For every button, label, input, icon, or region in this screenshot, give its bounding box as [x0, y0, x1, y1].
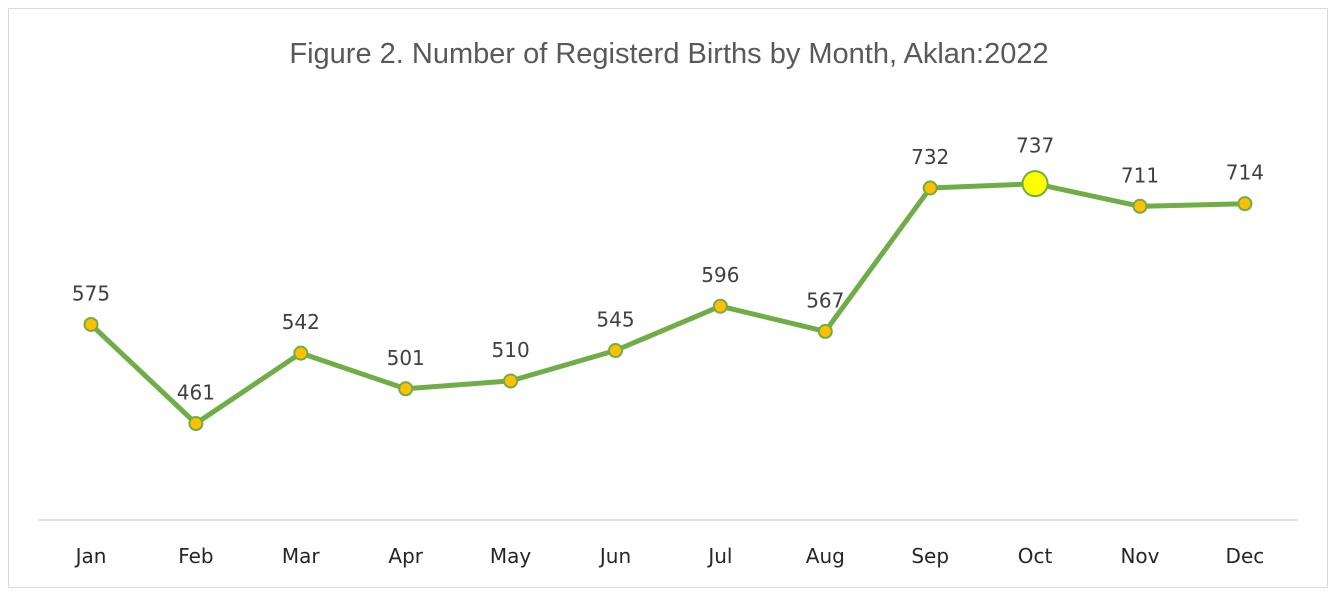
- data-point-jul: [712, 298, 728, 314]
- x-tick-label-jun: Jun: [598, 544, 631, 568]
- x-tick-label-sep: Sep: [911, 544, 949, 568]
- chart-title: Figure 2. Number of Registerd Births by …: [289, 38, 1049, 70]
- data-label-mar: 542: [282, 310, 320, 334]
- data-point-feb: [188, 416, 204, 432]
- chart-frame: [8, 8, 1328, 588]
- data-point-dec: [1237, 196, 1253, 212]
- data-label-aug: 567: [806, 288, 844, 312]
- data-label-feb: 461: [177, 381, 215, 405]
- x-tick-label-mar: Mar: [282, 544, 321, 568]
- x-tick-label-jul: Jul: [706, 544, 732, 568]
- x-tick-label-may: May: [490, 544, 532, 568]
- x-tick-label-jan: Jan: [74, 544, 107, 568]
- data-point-oct: [1021, 170, 1049, 198]
- data-point-sep: [922, 180, 938, 196]
- data-point-nov: [1132, 198, 1148, 214]
- data-label-jan: 575: [72, 281, 110, 305]
- data-label-apr: 501: [387, 346, 425, 370]
- data-label-jul: 596: [701, 263, 739, 287]
- data-label-sep: 732: [911, 145, 949, 169]
- series-line: [88, 181, 1248, 426]
- x-tick-label-aug: Aug: [806, 544, 845, 568]
- data-point-jun: [608, 343, 623, 359]
- data-point-jan: [83, 316, 99, 332]
- x-tick-label-feb: Feb: [178, 544, 213, 568]
- x-tick-label-apr: Apr: [388, 544, 423, 568]
- data-label-may: 510: [492, 338, 530, 362]
- data-label-oct: 737: [1016, 134, 1054, 158]
- data-label-nov: 711: [1121, 163, 1159, 187]
- data-point-aug: [817, 323, 833, 339]
- data-point-apr: [398, 381, 414, 397]
- x-tick-label-oct: Oct: [1018, 544, 1053, 568]
- data-label-dec: 714: [1226, 161, 1264, 185]
- x-tick-label-dec: Dec: [1226, 544, 1265, 568]
- data-point-may: [503, 373, 519, 389]
- x-tick-label-nov: Nov: [1120, 544, 1159, 568]
- data-label-jun: 545: [596, 308, 634, 332]
- data-point-mar: [293, 345, 309, 361]
